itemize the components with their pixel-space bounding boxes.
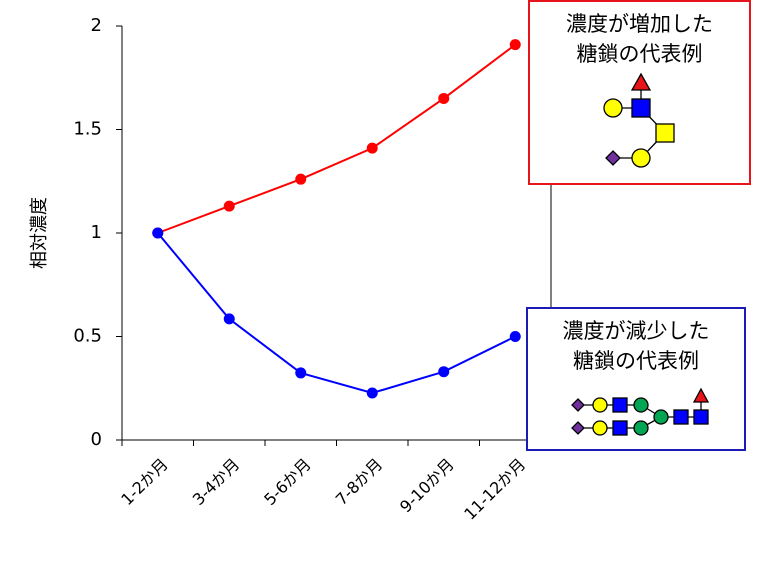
annotation-text: 濃度が増加した bbox=[566, 12, 713, 36]
data-point bbox=[152, 227, 164, 239]
x-tick-label: 1-2か月 bbox=[117, 455, 172, 510]
data-point bbox=[509, 39, 521, 51]
x-tick-label: 5-6か月 bbox=[260, 455, 315, 510]
data-point bbox=[366, 387, 378, 399]
x-tick-label: 7-8か月 bbox=[332, 455, 387, 510]
data-point bbox=[223, 200, 235, 212]
y-tick-label: 0 bbox=[91, 429, 102, 450]
y-tick-label: 1 bbox=[91, 222, 102, 243]
plot: 0 0.5 1 1.5 2 1-2か月 3-4か月 5-6か月 7-8か月 9-10か月 11-12… bbox=[73, 15, 552, 524]
y-tick-label: 0.5 bbox=[73, 326, 102, 347]
data-point bbox=[438, 92, 450, 104]
y-axis-label: 相対濃度 bbox=[29, 197, 50, 269]
annotation-text: 濃度が減少した bbox=[563, 319, 710, 343]
y-tick-label: 2 bbox=[91, 15, 102, 36]
y-tick-label: 1.5 bbox=[73, 119, 102, 140]
glycan-icons bbox=[571, 72, 710, 436]
data-point bbox=[295, 173, 307, 185]
x-tick-label: 9-10か月 bbox=[396, 455, 458, 517]
series-line bbox=[157, 43, 516, 234]
data-point bbox=[223, 313, 235, 325]
series-line bbox=[156, 232, 516, 395]
x-tick-label: 3-4か月 bbox=[189, 455, 244, 510]
data-point bbox=[509, 331, 521, 342]
data-point bbox=[295, 367, 307, 379]
x-tick-label: 11-12か月 bbox=[460, 455, 529, 524]
data-point bbox=[438, 366, 450, 378]
annotation-text: 糖鎖の代表例 bbox=[573, 349, 699, 373]
annotation-text: 糖鎖の代表例 bbox=[577, 42, 703, 66]
data-point bbox=[366, 142, 378, 154]
